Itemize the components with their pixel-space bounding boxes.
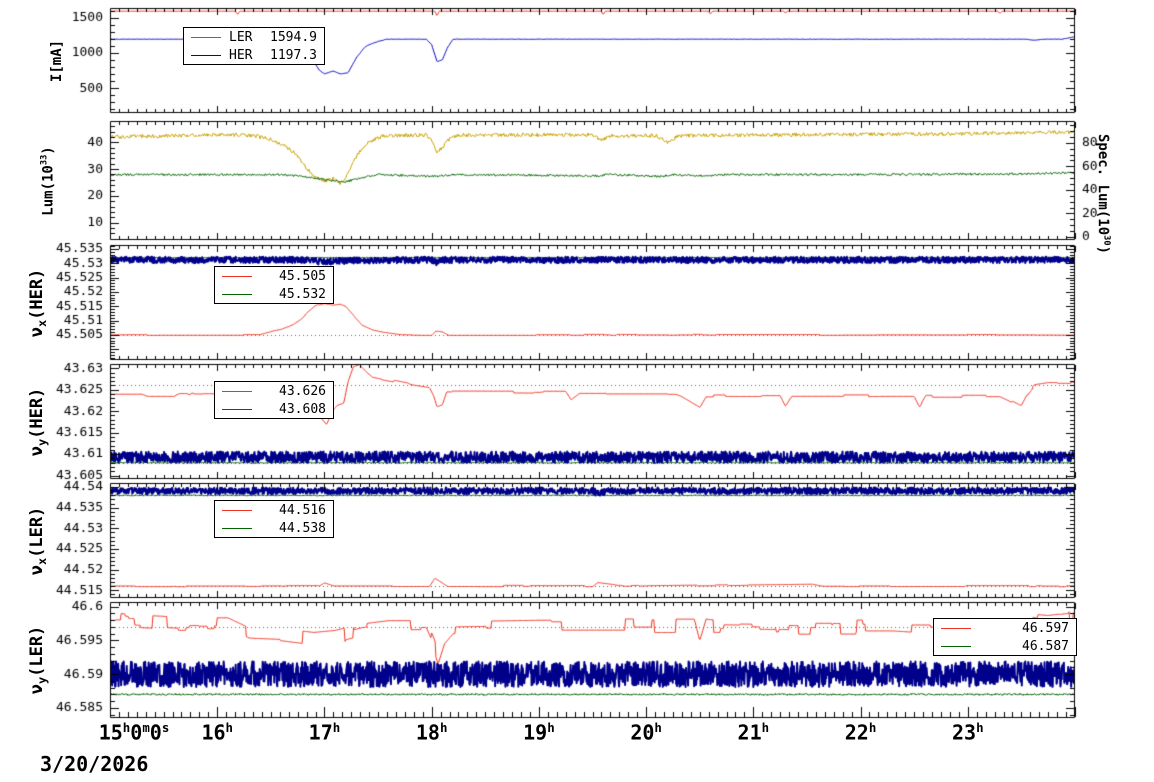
legend-item: 45.505: [215, 267, 333, 285]
legend-line-sample: [222, 293, 252, 295]
y-axis-title-beam-current: I[mA]: [49, 39, 65, 82]
legend-item-label: HER: [229, 47, 253, 63]
legend-item: 43.608: [215, 400, 333, 418]
legend-item: 44.538: [215, 519, 333, 537]
x-tick-label-19h: 19h: [523, 720, 555, 745]
y-axis-title-nu-y-her: νy(HER): [26, 387, 50, 456]
y-axis-title-right-spec-lum: Spec. Lum(1030): [1094, 133, 1112, 254]
y-axis-title-luminosity: Lum(1033): [39, 145, 57, 216]
legend-item: HER 1197.3: [184, 46, 324, 64]
legend-item-value: 44.538: [279, 520, 326, 536]
legend-item-value: 1594.9: [270, 29, 317, 45]
x-tick-label-22h: 22h: [844, 720, 877, 745]
legend-line-sample: [222, 408, 252, 410]
legend-item-value: 45.532: [279, 286, 326, 302]
legend-line-sample: [222, 275, 252, 277]
legend-item-value: 45.505: [279, 268, 326, 284]
legend-line-sample: [222, 527, 252, 529]
legend-beam-current: LER 1594.9 HER 1197.3: [183, 27, 325, 65]
legend-item: 46.597: [934, 619, 1076, 637]
x-tick-label-21h: 21h: [737, 720, 770, 745]
legend-item-value: 1197.3: [270, 47, 317, 63]
legend-line-sample: [222, 509, 252, 511]
legend-item: 45.532: [215, 285, 333, 303]
y-axis-title-nu-y-ler: νy(LER): [26, 625, 50, 695]
legend-item: 46.587: [934, 637, 1076, 655]
legend-item: 44.516: [215, 501, 333, 519]
x-tick-label-15h: 15h0m0s: [98, 720, 170, 745]
x-tick-label-23h: 23h: [951, 720, 984, 745]
legend-item-value: 46.587: [1022, 638, 1069, 654]
legend-item-label: LER: [229, 29, 253, 45]
legend-item-value: 43.626: [279, 383, 326, 399]
x-tick-label-16h: 16h: [201, 720, 233, 745]
x-tick-label-17h: 17h: [308, 720, 341, 745]
legend-nu-y-her: 43.626 43.608: [214, 381, 334, 419]
legend-nu-x-her: 45.505 45.532: [214, 266, 334, 304]
legend-line-sample: [191, 36, 221, 38]
legend-item-value: 46.597: [1022, 620, 1069, 636]
legend-line-sample: [941, 627, 971, 629]
legend-item-value: 44.516: [279, 502, 326, 518]
legend-line-sample: [941, 645, 971, 647]
date-label: 3/20/2026: [40, 752, 149, 776]
legend-item: LER 1594.9: [184, 28, 324, 46]
legend-item: 43.626: [215, 382, 333, 400]
legend-item-value: 43.608: [279, 401, 326, 417]
legend-nu-x-ler: 44.516 44.538: [214, 500, 334, 538]
legend-line-sample: [222, 390, 252, 392]
legend-nu-y-ler: 46.597 46.587: [933, 618, 1077, 656]
y-axis-title-nu-x-ler: νx(LER): [26, 506, 50, 575]
x-tick-label-18h: 18h: [415, 720, 448, 745]
x-tick-label-20h: 20h: [630, 720, 662, 745]
y-axis-title-nu-x-her: νx(HER): [26, 268, 50, 337]
legend-line-sample: [191, 54, 221, 56]
